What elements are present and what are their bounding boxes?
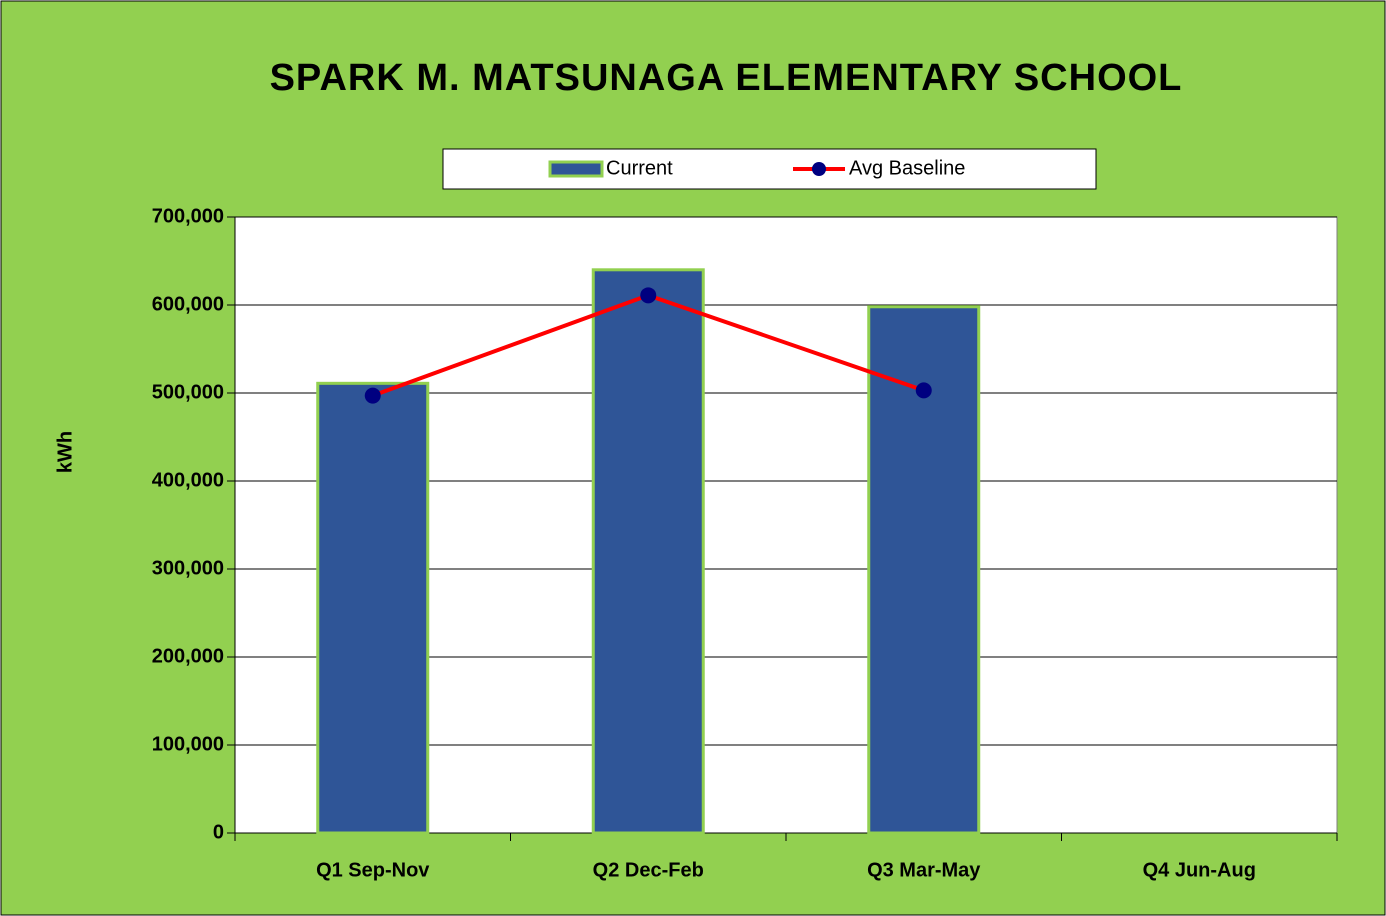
legend-label: Current — [606, 157, 673, 179]
y-axis-label: kWh — [54, 431, 76, 473]
y-tick-label: 600,000 — [152, 293, 224, 315]
y-tick-label: 100,000 — [152, 733, 224, 755]
legend-swatch — [548, 160, 604, 178]
x-tick-label: Q3 Mar-May — [867, 859, 981, 881]
chart-title: SPARK M. MATSUNAGA ELEMENTARY SCHOOL — [270, 57, 1183, 99]
y-tick-label: 200,000 — [152, 645, 224, 667]
legend — [442, 148, 1097, 190]
x-tick-label: Q1 Sep-Nov — [316, 859, 430, 881]
y-tick-label: 300,000 — [152, 557, 224, 579]
y-tick-label: 0 — [213, 821, 224, 843]
legend-marker — [812, 162, 826, 176]
legend-label: Avg Baseline — [849, 157, 965, 179]
y-tick-label: 400,000 — [152, 469, 224, 491]
x-tick-label: Q2 Dec-Feb — [593, 859, 704, 881]
x-tick-label: Q4 Jun-Aug — [1143, 859, 1256, 881]
bar — [316, 381, 430, 835]
y-tick-label: 500,000 — [152, 381, 224, 403]
line-marker — [364, 387, 381, 404]
y-tick-label: 700,000 — [152, 205, 224, 227]
bar — [591, 268, 705, 835]
line-marker — [915, 382, 932, 399]
line-marker — [640, 287, 657, 304]
